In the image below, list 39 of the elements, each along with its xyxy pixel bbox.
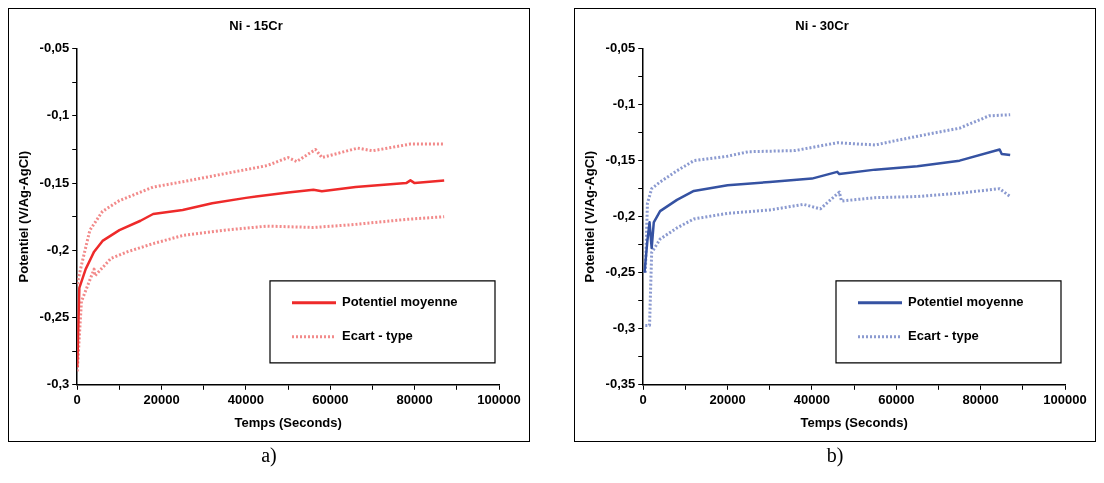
x-tick-label: 80000 <box>962 392 999 408</box>
y-tick-label: -0,2 <box>46 241 70 257</box>
legend-label: Ecart - type <box>342 328 413 344</box>
legend-label: Potentiel moyenne <box>342 294 458 310</box>
x-tick-label: 40000 <box>793 392 831 408</box>
text: b) <box>826 444 844 467</box>
text: a) <box>261 444 277 467</box>
x-tick-label: 60000 <box>312 392 349 408</box>
line-series <box>643 113 1012 275</box>
y-tick-label: -0,1 <box>612 96 636 112</box>
legend-label: Potentiel moyenne <box>908 294 1024 310</box>
x-axis-title: Temps (Seconds) <box>800 414 908 430</box>
x-tick-label: 0 <box>639 392 647 408</box>
x-tick-label: 20000 <box>709 392 746 408</box>
y-tick-label: -0,1 <box>46 107 70 123</box>
x-tick-label: 40000 <box>227 392 265 408</box>
y-tick-label: -0,25 <box>39 309 70 325</box>
x-tick-label: 100000 <box>477 392 521 408</box>
y-tick-label: -0,3 <box>46 376 70 392</box>
x-tick-label: 80000 <box>396 392 433 408</box>
chart-title: Ni - 15Cr <box>229 18 283 34</box>
y-axis-title: Potentiel (V/Ag-AgCl) <box>582 150 598 283</box>
y-tick-label: -0,2 <box>612 208 636 224</box>
x-tick-label: 20000 <box>143 392 180 408</box>
legend-label: Ecart - type <box>908 328 979 344</box>
y-tick-label: -0,15 <box>605 152 636 168</box>
y-tick-label: -0,05 <box>605 40 636 56</box>
x-tick-label: 0 <box>73 392 81 408</box>
y-tick-label: -0,15 <box>39 174 70 190</box>
x-tick-label: 60000 <box>878 392 915 408</box>
y-tick-label: -0,05 <box>39 40 70 56</box>
y-tick-label: -0,25 <box>605 264 636 280</box>
chart-title: Ni - 30Cr <box>795 18 849 34</box>
x-axis-title: Temps (Seconds) <box>234 414 342 430</box>
x-tick-label: 100000 <box>1043 392 1087 408</box>
line-series <box>77 142 446 286</box>
y-axis-title: Potentiel (V/Ag-AgCl) <box>16 150 32 283</box>
y-tick-label: -0,3 <box>612 320 636 336</box>
y-tick-label: -0,35 <box>605 376 636 392</box>
